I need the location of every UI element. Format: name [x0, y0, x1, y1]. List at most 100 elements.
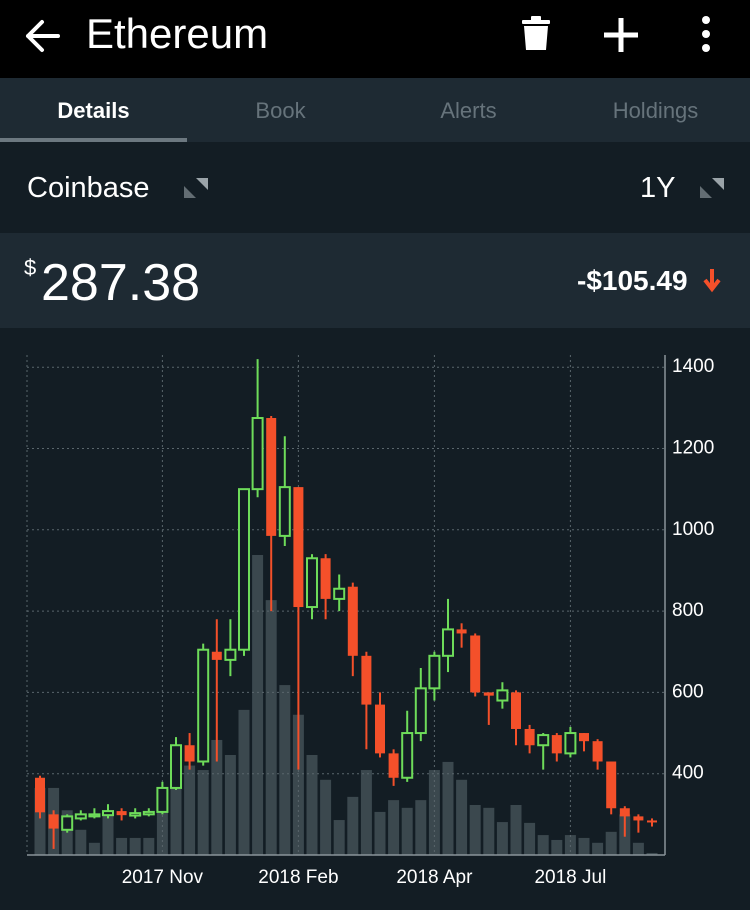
x-tick-label: 2018 Apr — [396, 867, 473, 888]
candle-body — [238, 488, 250, 651]
volume-bar — [469, 805, 481, 855]
selector-row: Coinbase 1Y — [0, 142, 750, 233]
candle-body — [606, 761, 617, 809]
toolbar-icons — [26, 16, 710, 52]
volume-bar — [252, 555, 264, 855]
candle-body — [524, 728, 535, 746]
volume-bar — [170, 770, 182, 855]
candle-body — [61, 815, 74, 831]
candle-body — [320, 558, 331, 599]
price: 287.38 — [41, 254, 201, 312]
tab[interactable]: Book — [255, 98, 306, 123]
candle-body — [333, 587, 346, 600]
volume-bar — [456, 779, 468, 855]
volume-bar — [632, 842, 644, 855]
range-selector[interactable]: 1Y — [640, 172, 676, 204]
volume-bar — [374, 811, 386, 855]
delete-button[interactable] — [522, 16, 550, 50]
volume-bar — [605, 831, 617, 855]
candle-body — [428, 654, 441, 690]
candle-body — [48, 814, 59, 829]
volume-bar — [415, 800, 427, 855]
candle-body — [511, 692, 521, 729]
candle-body — [224, 648, 237, 661]
volume-bar — [524, 822, 536, 855]
candle-body — [266, 418, 277, 536]
candle-body — [537, 734, 550, 747]
candle-body — [306, 557, 318, 609]
volume-bar — [306, 755, 318, 855]
volume-bar — [388, 800, 400, 855]
y-tick-label: 1200 — [672, 438, 714, 459]
candle-body — [564, 732, 577, 755]
expand-icon — [700, 178, 724, 198]
x-tick-label: 2018 Jul — [534, 867, 606, 888]
add-button[interactable] — [604, 18, 638, 52]
volume-bar — [184, 765, 196, 855]
candle-body — [278, 486, 291, 537]
candle-body — [156, 786, 169, 813]
candle-body — [361, 655, 372, 705]
candle-body — [129, 812, 142, 817]
candle-body — [251, 417, 264, 491]
tab-indicator — [0, 138, 187, 142]
candle-body — [347, 586, 358, 656]
volume-bar — [347, 796, 359, 855]
expand-icon — [184, 178, 208, 198]
candle-body — [551, 735, 562, 754]
volume-bar — [360, 770, 372, 855]
volume-bar — [143, 837, 155, 855]
y-tick-label: 800 — [672, 600, 704, 621]
exchange-selector[interactable]: Coinbase — [27, 172, 150, 204]
volume-bar — [578, 837, 590, 855]
candle-body — [102, 810, 114, 817]
candle-body — [619, 808, 630, 817]
candle-body — [414, 687, 427, 735]
volume-bar — [116, 837, 128, 855]
volume-bar — [75, 829, 87, 855]
volume-bar — [333, 820, 345, 855]
tab[interactable]: Alerts — [440, 98, 497, 123]
volume-bar — [510, 805, 522, 855]
chart: 400 600 800 1000 1200 1400 2017 Nov 2018 Feb 201… — [0, 328, 750, 910]
volume-bar — [238, 709, 250, 855]
price-row: $ 287.38 -$105.49 — [0, 233, 750, 328]
volume-bar — [279, 685, 291, 855]
tab[interactable]: Holdings — [612, 98, 699, 123]
candle-body — [456, 629, 467, 634]
volume-bar — [537, 835, 549, 855]
candle-body — [88, 813, 101, 818]
volume-bar — [292, 714, 304, 855]
candle-body — [116, 811, 127, 816]
menu-button[interactable] — [702, 16, 710, 52]
volume-bar — [265, 600, 277, 855]
back-button[interactable] — [26, 20, 60, 52]
y-tick-label: 600 — [672, 681, 704, 702]
price-change: -$105.49 — [577, 265, 688, 296]
volume-bar — [320, 779, 332, 855]
x-tick-label: 2017 Nov — [122, 867, 204, 888]
volume-bar — [88, 842, 100, 855]
expand-icons — [184, 178, 724, 198]
volume-bar — [34, 787, 46, 855]
volume-bar — [592, 842, 604, 855]
volume-bar — [442, 761, 454, 855]
candle-body — [35, 777, 45, 813]
volume-bar — [211, 739, 223, 855]
candle-body — [142, 810, 155, 816]
candle-body — [579, 733, 589, 742]
volume-bar — [401, 807, 413, 855]
tab[interactable]: Details — [57, 98, 130, 123]
volume-bar — [197, 770, 209, 855]
candle-body — [496, 689, 509, 702]
down-arrow — [703, 269, 721, 293]
volume-bar — [646, 852, 658, 855]
candle-body — [483, 692, 494, 696]
candle-body — [442, 628, 454, 657]
candle-body — [74, 813, 87, 820]
top-bar: Ethereum — [0, 0, 750, 78]
candle-body — [211, 651, 222, 660]
volume-bar — [551, 839, 563, 855]
volume-bar — [224, 755, 236, 855]
